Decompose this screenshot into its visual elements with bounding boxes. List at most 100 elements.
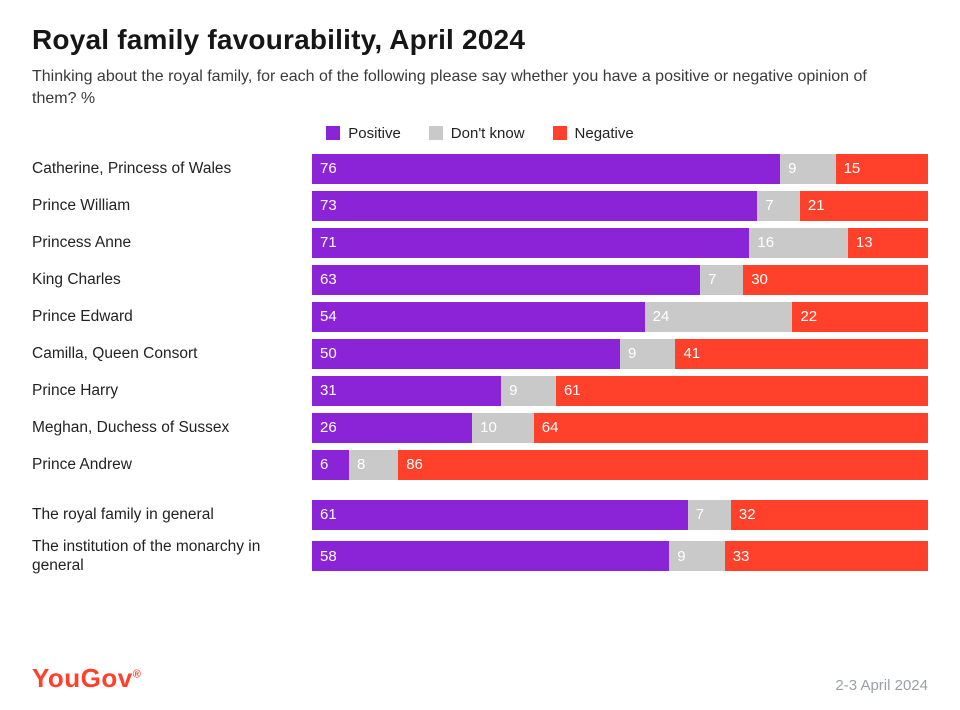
bar-segment-negative: 22 — [792, 302, 928, 332]
segment-value: 8 — [357, 456, 365, 473]
row-label: King Charles — [32, 270, 312, 289]
legend-swatch — [429, 126, 443, 140]
bar-segment-dont-know: 16 — [749, 228, 848, 258]
bar-wrap: 6 8 86 — [312, 450, 928, 480]
bar-wrap: 50 9 41 — [312, 339, 928, 369]
bar-group: The royal family in general 61 7 32 The inst… — [32, 500, 928, 576]
bar-segment-positive: 73 — [312, 191, 757, 221]
segment-value: 9 — [677, 548, 685, 565]
bar-row: Prince Harry 31 9 61 — [32, 376, 928, 406]
bar-segment-positive: 31 — [312, 376, 501, 406]
segment-value: 32 — [739, 506, 756, 523]
segment-value: 21 — [808, 197, 825, 214]
bar-segment-dont-know: 9 — [501, 376, 556, 406]
segment-value: 86 — [406, 456, 423, 473]
legend-label: Positive — [348, 125, 401, 142]
bar-segment-negative: 41 — [675, 339, 928, 369]
bar-segment-positive: 76 — [312, 154, 780, 184]
segment-value: 73 — [320, 197, 337, 214]
bar-row: King Charles 63 7 30 — [32, 265, 928, 295]
bar-segment-dont-know: 10 — [472, 413, 534, 443]
legend-label: Negative — [575, 125, 634, 142]
segment-value: 61 — [564, 382, 581, 399]
bar-row: The royal family in general 61 7 32 — [32, 500, 928, 530]
bar-segment-positive: 58 — [312, 541, 669, 571]
segment-value: 7 — [708, 271, 716, 288]
bar-row: Prince Edward542422 — [32, 302, 928, 332]
segment-value: 26 — [320, 419, 337, 436]
segment-value: 31 — [320, 382, 337, 399]
row-label: Meghan, Duchess of Sussex — [32, 418, 312, 437]
segment-value: 50 — [320, 345, 337, 362]
chart-subtitle: Thinking about the royal family, for eac… — [32, 66, 872, 111]
segment-value: 22 — [800, 308, 817, 325]
row-label: Camilla, Queen Consort — [32, 344, 312, 363]
bar-segment-negative: 33 — [725, 541, 928, 571]
segment-value: 13 — [856, 234, 873, 251]
bar-segment-positive: 54 — [312, 302, 645, 332]
bar-segment-dont-know: 24 — [645, 302, 793, 332]
bar-segment-negative: 13 — [848, 228, 928, 258]
bar-segment-dont-know: 8 — [349, 450, 398, 480]
segment-value: 10 — [480, 419, 497, 436]
segment-value: 9 — [509, 382, 517, 399]
bar-wrap: 73 7 21 — [312, 191, 928, 221]
bar-group: Catherine, Princess of Wales76915Prince … — [32, 154, 928, 480]
segment-value: 54 — [320, 308, 337, 325]
chart-legend: Positive Don't know Negative — [32, 125, 928, 142]
segment-value: 61 — [320, 506, 337, 523]
bar-wrap: 711613 — [312, 228, 928, 258]
legend-label: Don't know — [451, 125, 525, 142]
bar-segment-positive: 26 — [312, 413, 472, 443]
legend-swatch — [326, 126, 340, 140]
bar-segment-negative: 30 — [743, 265, 928, 295]
row-label: Prince Andrew — [32, 455, 312, 474]
row-label: The institution of the monarchy in gener… — [32, 537, 312, 576]
row-label: Princess Anne — [32, 233, 312, 252]
segment-value: 7 — [765, 197, 773, 214]
chart-title: Royal family favourability, April 2024 — [32, 24, 928, 56]
bar-row: Meghan, Duchess of Sussex261064 — [32, 413, 928, 443]
bar-wrap: 54 24 22 — [312, 302, 928, 332]
segment-value: 41 — [683, 345, 700, 362]
legend-item: Don't know — [429, 125, 525, 142]
bar-segment-dont-know: 7 — [688, 500, 731, 530]
bar-segment-negative: 32 — [731, 500, 928, 530]
bar-segment-dont-know: 9 — [780, 154, 835, 184]
segment-value: 63 — [320, 271, 337, 288]
row-label: Prince William — [32, 196, 312, 215]
bar-wrap: 261064 — [312, 413, 928, 443]
bar-segment-negative: 15 — [836, 154, 928, 184]
bar-row: Prince William 73 7 21 — [32, 191, 928, 221]
bar-segment-positive: 61 — [312, 500, 688, 530]
segment-value: 30 — [751, 271, 768, 288]
bar-wrap: 63 7 30 — [312, 265, 928, 295]
segment-value: 24 — [653, 308, 670, 325]
legend-item: Negative — [553, 125, 634, 142]
bar-row: The institution of the monarchy in gener… — [32, 537, 928, 576]
bar-wrap: 58 9 33 — [312, 541, 928, 571]
row-label: Prince Harry — [32, 381, 312, 400]
segment-value: 9 — [628, 345, 636, 362]
bar-row: Princess Anne711613 — [32, 228, 928, 258]
brand-text: YouGov — [32, 663, 133, 693]
chart-page: Royal family favourability, April 2024 T… — [0, 0, 960, 710]
segment-value: 15 — [844, 160, 861, 177]
segment-value: 58 — [320, 548, 337, 565]
row-label: Catherine, Princess of Wales — [32, 159, 312, 178]
brand-logo: YouGov® — [32, 663, 141, 694]
bar-segment-negative: 61 — [556, 376, 928, 406]
bar-row: Prince Andrew 6 8 86 — [32, 450, 928, 480]
segment-value: 7 — [696, 506, 704, 523]
bar-wrap: 31 9 61 — [312, 376, 928, 406]
bar-row: Camilla, Queen Consort 50 9 41 — [32, 339, 928, 369]
bar-wrap: 76 9 15 — [312, 154, 928, 184]
bar-row: Catherine, Princess of Wales 76 9 15 — [32, 154, 928, 184]
stacked-bar-chart: Catherine, Princess of Wales76915Prince … — [32, 154, 928, 576]
legend-swatch — [553, 126, 567, 140]
legend-item: Positive — [326, 125, 401, 142]
segment-value: 6 — [320, 456, 328, 473]
segment-value: 76 — [320, 160, 337, 177]
row-label: The royal family in general — [32, 505, 312, 524]
bar-segment-dont-know: 7 — [700, 265, 743, 295]
